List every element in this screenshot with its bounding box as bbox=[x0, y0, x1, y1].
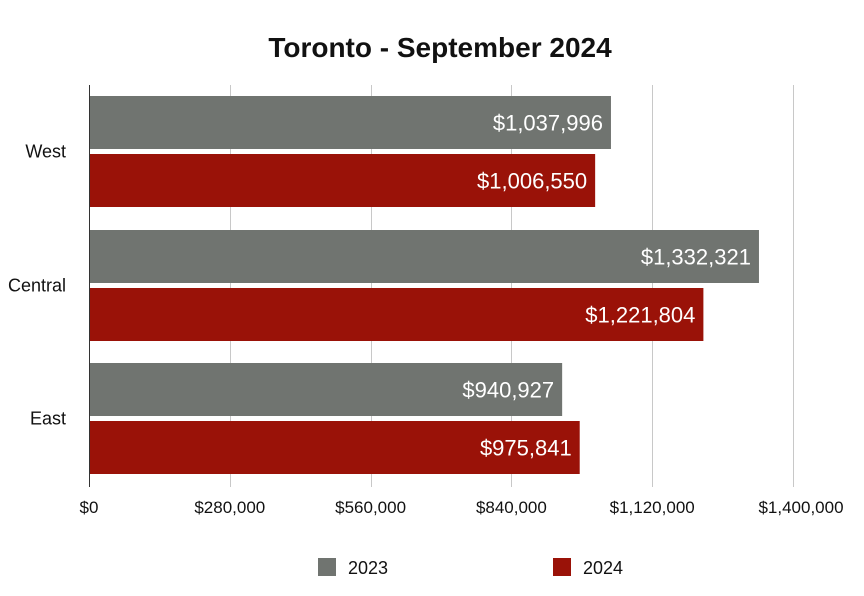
data-label: $975,841 bbox=[480, 436, 572, 461]
legend-label: 2023 bbox=[348, 558, 388, 578]
legend: 2023 2024 bbox=[318, 558, 623, 578]
x-tick-label: $0 bbox=[80, 498, 99, 517]
data-labels: $1,037,996 $1,006,550 $1,332,321 $1,221,804… bbox=[462, 111, 751, 461]
data-label: $1,037,996 bbox=[493, 111, 603, 136]
x-tick-label: $1,120,000 bbox=[610, 498, 695, 517]
bars bbox=[90, 96, 759, 474]
category-label: West bbox=[25, 142, 66, 162]
data-label: $940,927 bbox=[462, 378, 554, 403]
x-axis-tick-labels: $0 $280,000 $560,000 $840,000 $1,120,000 $1,4… bbox=[80, 498, 844, 517]
category-label: Central bbox=[8, 276, 66, 296]
data-label: $1,332,321 bbox=[641, 245, 751, 270]
legend-label: 2024 bbox=[583, 558, 623, 578]
legend-swatch bbox=[553, 558, 571, 576]
data-label: $1,221,804 bbox=[585, 303, 695, 328]
x-tick-label: $280,000 bbox=[194, 498, 265, 517]
bar bbox=[90, 288, 704, 341]
bar bbox=[90, 96, 611, 149]
x-tick-label: $840,000 bbox=[476, 498, 547, 517]
data-label: $1,006,550 bbox=[477, 169, 587, 194]
category-label: East bbox=[30, 409, 66, 429]
x-tick-label: $1,400,000 bbox=[758, 498, 843, 517]
bar bbox=[90, 363, 563, 416]
bar bbox=[90, 421, 580, 474]
x-tick-label: $560,000 bbox=[335, 498, 406, 517]
category-labels: West Central East bbox=[8, 142, 66, 429]
grid-lines bbox=[89, 85, 794, 487]
bar bbox=[90, 230, 759, 283]
bar bbox=[90, 154, 596, 207]
chart-title: Toronto - September 2024 bbox=[268, 32, 612, 63]
legend-swatch bbox=[318, 558, 336, 576]
